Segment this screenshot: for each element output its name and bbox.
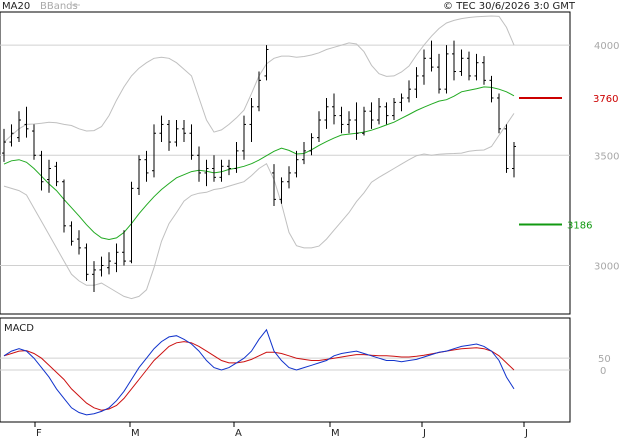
legend-bbands: BBands — [40, 1, 78, 12]
macd-ytick-50: 50 — [598, 354, 611, 365]
ytick-3000: 3000 — [594, 262, 619, 273]
xtick-jun: J — [422, 428, 426, 439]
legend-ma20: MA20 — [2, 1, 30, 12]
support-label: 3186 — [567, 221, 592, 232]
plot-layer — [2, 15, 562, 427]
xtick-apr: A — [235, 428, 242, 439]
ytick-3500: 3500 — [594, 151, 619, 162]
macd-line — [3, 328, 515, 416]
ytick-4000: 4000 — [594, 41, 619, 52]
macd-title: MACD — [4, 323, 34, 334]
copyright: © TEC 30/6/2026 3:0 GMT — [443, 1, 576, 12]
resistance-label: 3760 — [593, 94, 618, 105]
macd-ytick-0: 0 — [600, 366, 606, 377]
macd-signal-line — [3, 341, 515, 411]
xtick-feb: F — [36, 428, 42, 439]
xtick-jul: J — [524, 428, 528, 439]
xtick-may: M — [331, 428, 340, 439]
price-panel — [0, 11, 571, 315]
xtick-mar: M — [131, 428, 140, 439]
ma20-line — [3, 86, 515, 241]
bband-lower-line — [3, 113, 515, 300]
